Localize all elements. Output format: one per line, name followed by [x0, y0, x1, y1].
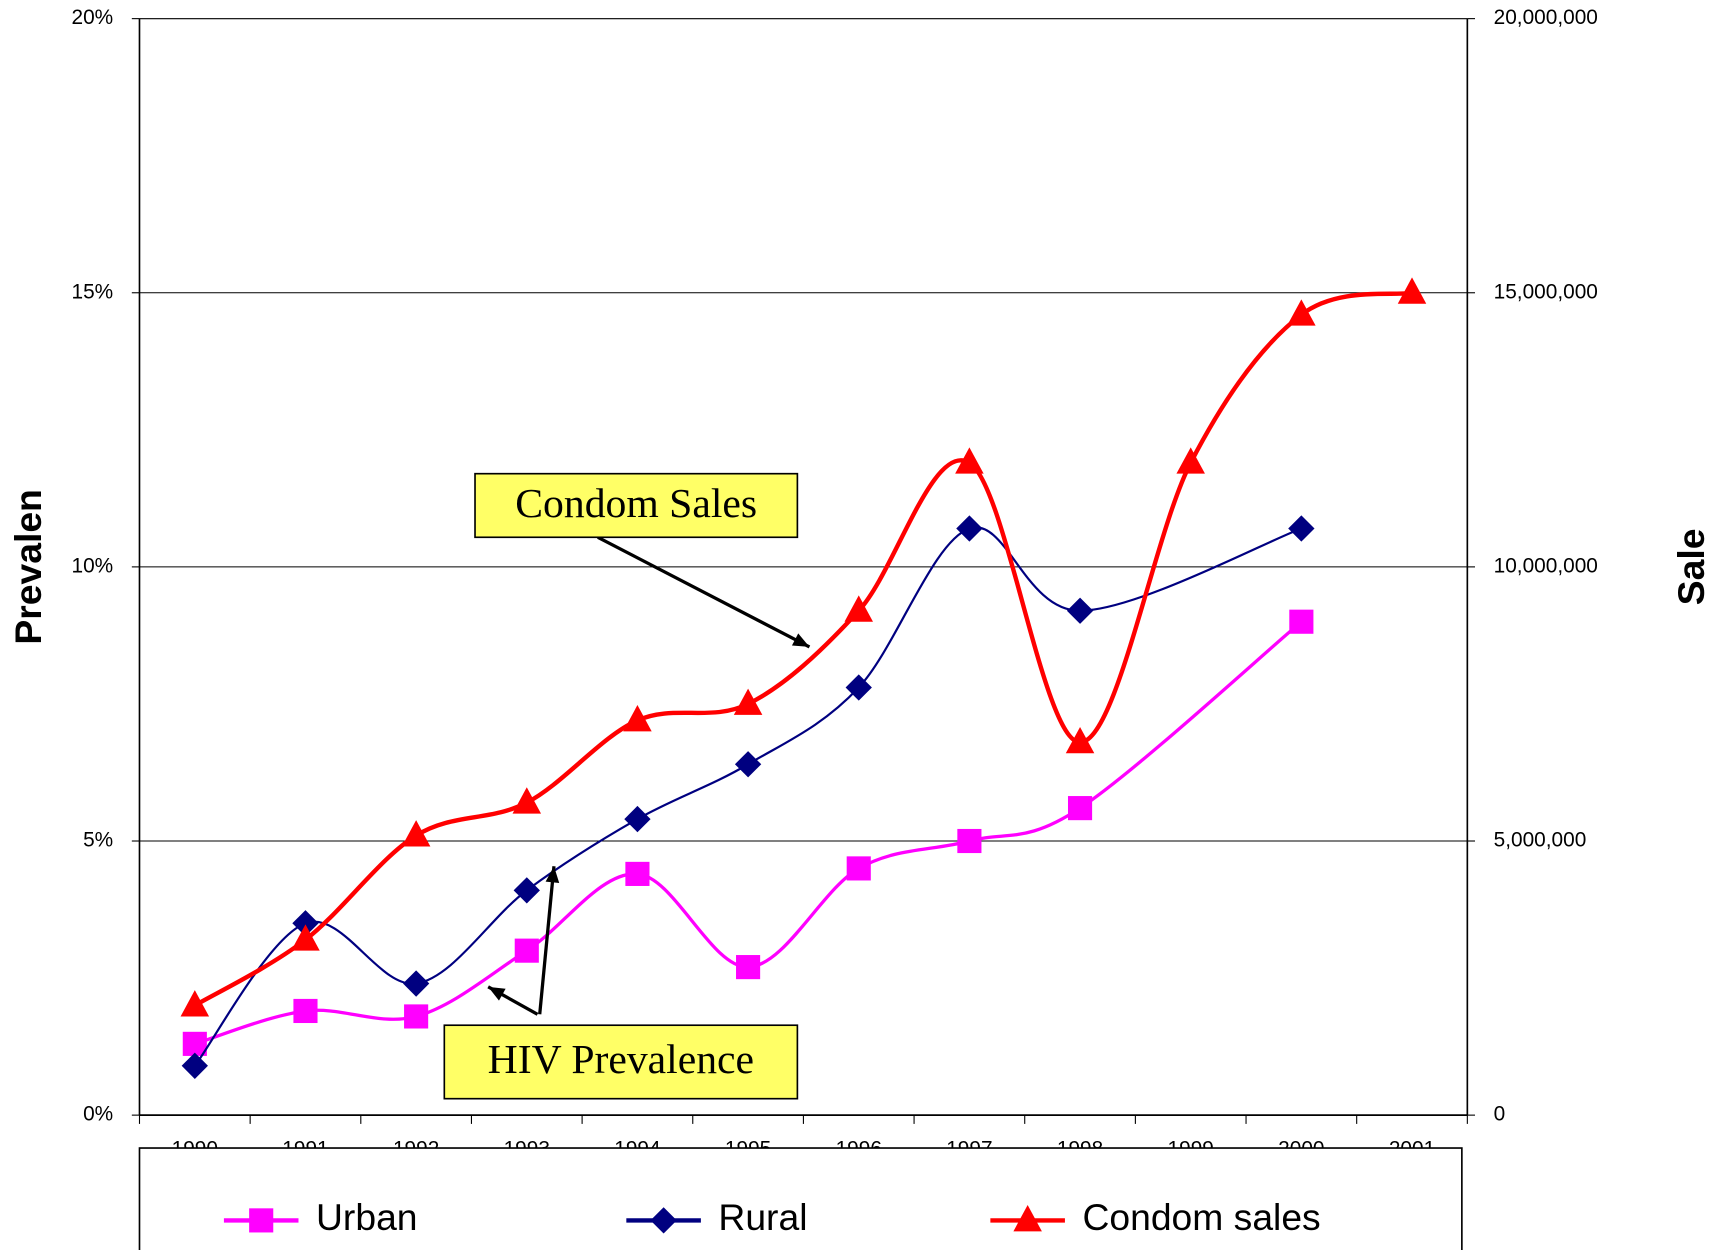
series-line [194, 620, 1303, 1046]
marker [1065, 726, 1095, 754]
annotation-arrow [538, 866, 556, 1015]
marker [1397, 277, 1427, 304]
legend-label: Urban [316, 1196, 418, 1238]
y-axis-title: Prevalen [7, 489, 49, 644]
marker [182, 1031, 207, 1056]
y-tick-label: 15% [71, 280, 113, 303]
marker [736, 955, 761, 980]
y-tick-label: 0% [83, 1103, 113, 1126]
marker [846, 856, 871, 881]
marker [1287, 299, 1316, 326]
marker [401, 820, 431, 847]
marker [1288, 515, 1315, 542]
marker [955, 447, 984, 474]
marker [181, 1052, 208, 1079]
marker [514, 938, 539, 963]
marker [956, 515, 983, 542]
marker [291, 924, 320, 951]
marker [957, 828, 982, 854]
marker [625, 861, 650, 886]
y2-tick-label: 5,000,000 [1494, 829, 1587, 852]
y2-axis-title: Sale [1670, 529, 1711, 606]
marker [1289, 609, 1314, 634]
marker [513, 877, 540, 904]
marker [1067, 796, 1093, 821]
y2-tick-label: 15,000,000 [1494, 280, 1598, 303]
legend-box [138, 1147, 1463, 1250]
arrow-head [488, 986, 506, 1001]
marker [844, 595, 873, 622]
marker [623, 705, 652, 732]
y2-tick-label: 0 [1494, 1103, 1506, 1126]
arrow-head [791, 633, 810, 647]
marker [293, 998, 318, 1024]
marker [1013, 1205, 1042, 1232]
marker [733, 688, 763, 715]
series-line [193, 526, 1302, 1067]
legend-label: Rural [718, 1196, 807, 1238]
marker [180, 990, 210, 1017]
annotation-box [474, 472, 799, 539]
marker [404, 1004, 429, 1029]
legend-label: Condom sales [1082, 1196, 1320, 1238]
y2-tick-label: 20,000,000 [1494, 6, 1598, 29]
arrow-head [545, 866, 560, 883]
y-tick-label: 5% [83, 829, 113, 852]
annotation-box [443, 1024, 799, 1100]
marker [249, 1208, 274, 1233]
annotation-arrow [597, 535, 811, 649]
annotation: Condom Sales [515, 481, 757, 527]
annotation: HIV Prevalence [488, 1037, 754, 1083]
legend: Urban Rural Condom sales [138, 1147, 1463, 1250]
marker [1176, 447, 1205, 474]
y-tick-label: 20% [71, 6, 113, 29]
y-tick-label: 10% [71, 554, 113, 577]
marker [512, 787, 542, 814]
y2-tick-label: 10,000,000 [1494, 554, 1598, 577]
